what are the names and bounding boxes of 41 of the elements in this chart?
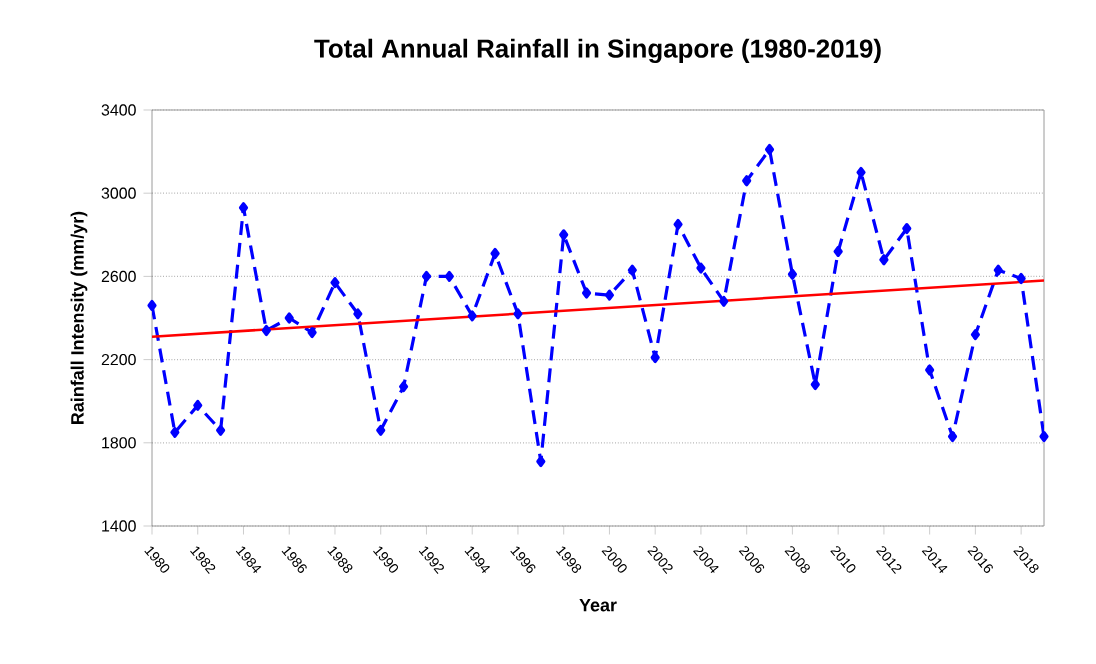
- point: [902, 222, 912, 235]
- point: [1016, 272, 1026, 285]
- point: [307, 326, 317, 339]
- point: [216, 424, 226, 436]
- point: [742, 175, 752, 187]
- point: [513, 308, 523, 320]
- point: [444, 270, 454, 282]
- point: [353, 308, 363, 320]
- point: [947, 430, 958, 443]
- point: [719, 295, 729, 307]
- chart-title: Total Annual Rainfall in Singapore (1980-2019): [314, 38, 881, 64]
- point: [284, 312, 294, 324]
- point: [330, 277, 340, 289]
- point: [467, 310, 477, 322]
- point: [993, 264, 1003, 276]
- point: [879, 254, 889, 266]
- point: [261, 324, 271, 337]
- point: [581, 287, 592, 299]
- point: [604, 289, 615, 301]
- point: [376, 424, 386, 436]
- point: [170, 426, 180, 438]
- point: [764, 143, 775, 156]
- point: [559, 229, 569, 241]
- point: [421, 270, 432, 282]
- point: [627, 264, 637, 276]
- point: [856, 166, 866, 178]
- y-axis-title: Rainfall Intensity (mm/yr): [70, 211, 88, 424]
- point: [399, 381, 409, 393]
- point: [490, 247, 500, 260]
- point: [787, 268, 798, 280]
- point: [833, 245, 843, 258]
- point: [810, 378, 820, 391]
- point: [1039, 430, 1049, 443]
- point: [238, 202, 249, 214]
- x-axis-title: Year: [579, 598, 617, 612]
- point: [673, 218, 683, 230]
- point: [970, 329, 980, 341]
- point: [147, 299, 157, 312]
- point: [925, 364, 935, 376]
- point: [696, 262, 706, 274]
- point: [193, 399, 203, 411]
